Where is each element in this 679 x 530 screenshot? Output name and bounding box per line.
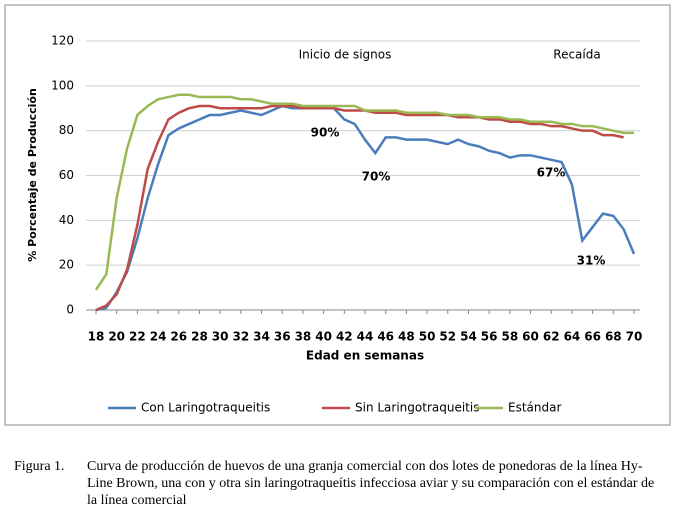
x-tick-label: 70 xyxy=(626,330,643,344)
x-tick-label: 34 xyxy=(253,330,270,344)
annotation: 90% xyxy=(311,126,340,140)
x-tick-label: 62 xyxy=(543,330,560,344)
x-tick-label: 44 xyxy=(357,330,374,344)
legend-label: Sin Laringotraqueitis xyxy=(355,401,479,415)
y-tick-label: 40 xyxy=(59,213,74,227)
caption-label: Figura 1. xyxy=(14,459,65,474)
y-tick-label: 0 xyxy=(66,303,74,317)
x-tick-label: 38 xyxy=(295,330,312,344)
x-tick-label: 26 xyxy=(170,330,187,344)
annotation: Recaída xyxy=(553,48,600,62)
y-tick-label: 120 xyxy=(51,34,74,48)
x-tick-label: 28 xyxy=(191,330,208,344)
x-tick-label: 46 xyxy=(377,330,394,344)
y-tick-label: 20 xyxy=(59,258,74,272)
x-tick-label: 60 xyxy=(522,330,539,344)
x-tick-label: 42 xyxy=(336,330,353,344)
y-axis-label: % Porcentaje de Producción xyxy=(26,88,39,262)
x-tick-label: 56 xyxy=(481,330,498,344)
x-tick-label: 40 xyxy=(315,330,332,344)
x-tick-label: 66 xyxy=(584,330,601,344)
y-tick-label: 60 xyxy=(59,168,74,182)
x-tick-label: 30 xyxy=(212,330,229,344)
annotation: 31% xyxy=(577,254,606,268)
x-tick-label: 50 xyxy=(419,330,436,344)
x-tick-label: 54 xyxy=(460,330,477,344)
x-axis-label: Edad en semanas xyxy=(306,349,424,363)
annotation: 67% xyxy=(537,166,566,180)
annotation: 70% xyxy=(362,170,391,184)
chart: % Porcentaje de Producción Edad en seman… xyxy=(4,4,671,426)
y-tick-label: 80 xyxy=(59,123,74,137)
x-tick-label: 24 xyxy=(150,330,167,344)
x-tick-label: 18 xyxy=(88,330,105,344)
x-tick-label: 36 xyxy=(274,330,291,344)
caption-text: Curva de producción de huevos de una gra… xyxy=(87,459,655,508)
x-tick-label: 20 xyxy=(108,330,125,344)
series-line xyxy=(95,104,636,312)
chart-border xyxy=(4,4,671,426)
x-tick-label: 32 xyxy=(232,330,249,344)
x-tick-label: 22 xyxy=(129,330,146,344)
x-tick-label: 52 xyxy=(439,330,456,344)
caption: Figura 1. Curva de producción de huevos … xyxy=(14,458,664,509)
annotation: Inicio de signos xyxy=(299,48,392,62)
legend-label: Con Laringotraqueitis xyxy=(141,401,270,415)
series-line xyxy=(95,104,624,312)
x-tick-label: 48 xyxy=(398,330,415,344)
y-tick-label: 100 xyxy=(51,78,74,92)
x-tick-label: 68 xyxy=(605,330,622,344)
x-tick-label: 64 xyxy=(564,330,581,344)
x-tick-label: 58 xyxy=(501,330,518,344)
series-line xyxy=(94,93,634,291)
legend-label: Estándar xyxy=(508,401,561,415)
